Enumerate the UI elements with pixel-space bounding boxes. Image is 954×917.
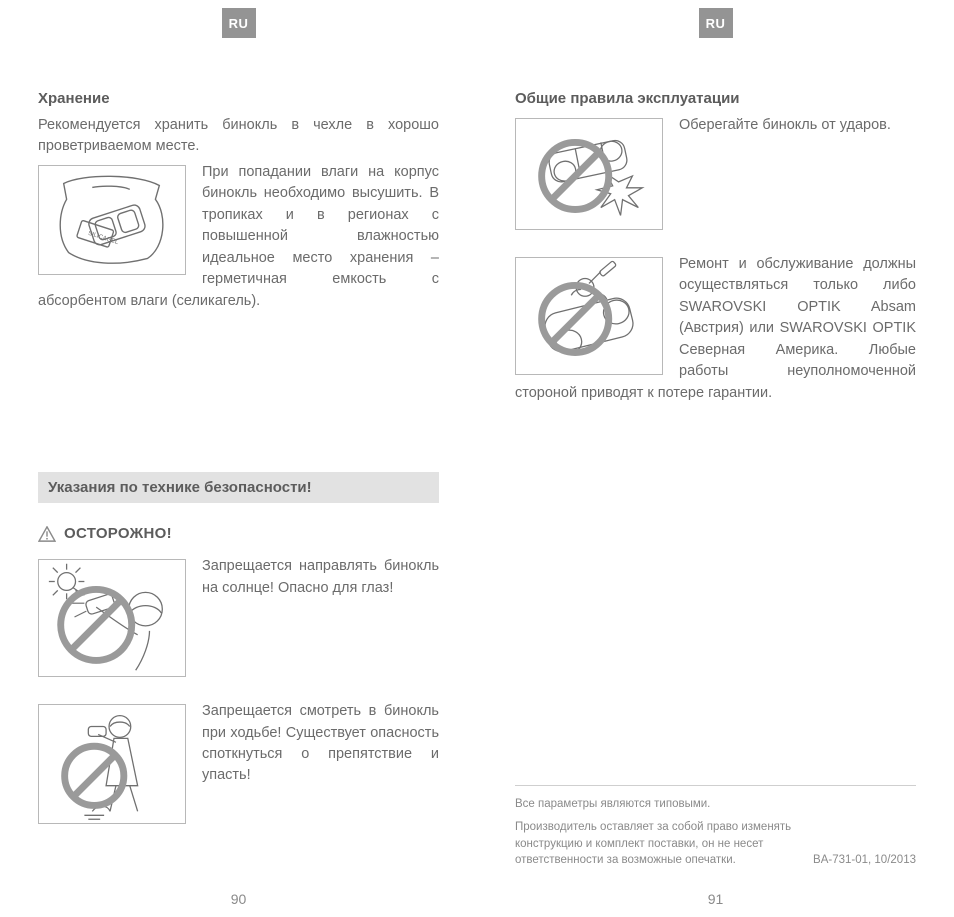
sun-prohibit-illustration [38, 559, 186, 677]
storage-illustration: SILICAGEL [38, 165, 186, 275]
heading-storage: Хранение [38, 90, 439, 107]
caution-label: ОСТОРОЖНО! [64, 525, 172, 542]
warning-triangle-icon [38, 526, 56, 542]
warning-walk-block: Запрещается смотреть в бинокль при ходьб… [38, 701, 439, 830]
warning-sun-block: Запрещается направлять бинокль на солнце… [38, 556, 439, 683]
walk-prohibit-illustration [38, 704, 186, 824]
page-number: 91 [477, 891, 954, 907]
footer-block: Все параметры являются типовыми. Произво… [515, 785, 916, 869]
caution-row: ОСТОРОЖНО! [38, 525, 439, 542]
page-number: 90 [0, 891, 477, 907]
storage-block: SILICAGEL При попадании влаги на корпус … [38, 162, 439, 312]
rule-repair-block: Ремонт и обслуживание должны осуществлят… [515, 254, 916, 404]
warning-sun-text: Запрещается направлять бинокль на солнце… [202, 558, 439, 595]
repair-prohibit-illustration [515, 257, 663, 375]
footer-rule [515, 785, 916, 786]
rule-impact-block: Оберегайте бинокль от ударов. [515, 115, 916, 236]
storage-intro: Рекомендуется хранить бинокль в чехле в … [38, 115, 439, 158]
page-right: RU Общие правила эксплуатации [477, 0, 954, 917]
footer-line1: Все параметры являются типовыми. [515, 796, 916, 813]
footer-line2: Производитель оставляет за собой право и… [515, 819, 805, 869]
lang-tag: RU [699, 8, 733, 38]
rule-impact-text: Оберегайте бинокль от ударов. [679, 117, 891, 133]
document-number: BA-731-01, 10/2013 [813, 852, 916, 869]
safety-heading-bar: Указания по технике безопасности! [38, 472, 439, 503]
page-spread: RU Хранение Рекомендуется хранить бинокл… [0, 0, 954, 917]
heading-rules: Общие правила эксплуатации [515, 90, 916, 107]
impact-prohibit-illustration [515, 118, 663, 230]
warning-walk-text: Запрещается смотреть в бинокль при ходьб… [202, 703, 439, 783]
page-left: RU Хранение Рекомендуется хранить бинокл… [0, 0, 477, 917]
lang-tag: RU [222, 8, 256, 38]
